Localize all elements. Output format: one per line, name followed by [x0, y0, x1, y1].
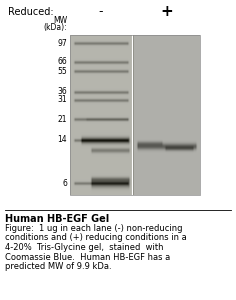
Text: 14: 14 — [57, 136, 67, 145]
Text: conditions and (+) reducing conditions in a: conditions and (+) reducing conditions i… — [5, 233, 187, 242]
Text: 36: 36 — [57, 88, 67, 97]
Text: -: - — [99, 5, 103, 19]
Text: 6: 6 — [62, 178, 67, 188]
Text: MW: MW — [53, 16, 67, 25]
Text: +: + — [161, 4, 173, 20]
Text: Coomassie Blue.  Human HB-EGF has a: Coomassie Blue. Human HB-EGF has a — [5, 253, 170, 262]
Bar — [70, 35, 200, 195]
Text: 66: 66 — [57, 58, 67, 67]
Text: 97: 97 — [57, 38, 67, 47]
Text: 55: 55 — [57, 67, 67, 76]
Text: predicted MW of 9.9 kDa.: predicted MW of 9.9 kDa. — [5, 262, 112, 271]
Text: Figure:  1 ug in each lane (-) non-reducing: Figure: 1 ug in each lane (-) non-reduci… — [5, 224, 182, 233]
Text: 31: 31 — [57, 95, 67, 104]
Text: 4-20%  Tris-Glycine gel,  stained  with: 4-20% Tris-Glycine gel, stained with — [5, 243, 164, 252]
Text: Human HB-EGF Gel: Human HB-EGF Gel — [5, 214, 109, 224]
Text: 21: 21 — [58, 115, 67, 124]
Text: (kDa):: (kDa): — [43, 23, 67, 32]
Text: Reduced:: Reduced: — [8, 7, 54, 17]
